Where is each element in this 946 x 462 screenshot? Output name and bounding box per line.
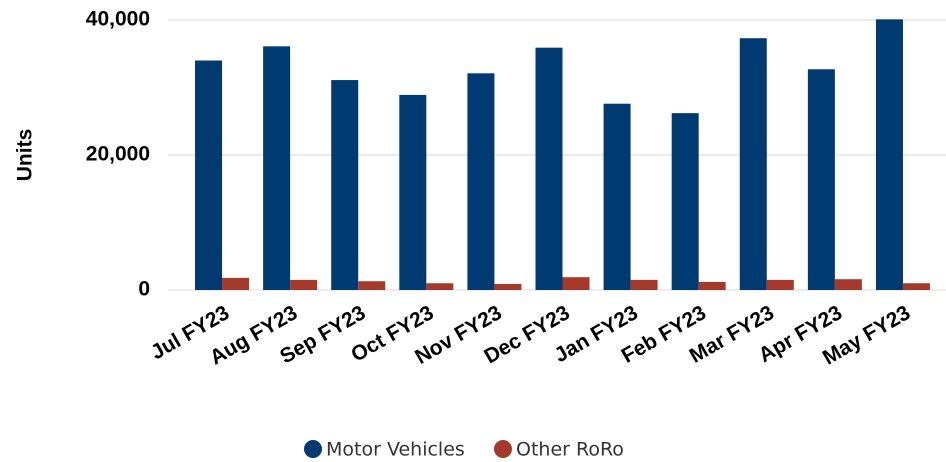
bar [467,73,495,290]
bar [535,47,563,290]
bar [358,281,386,290]
bar [494,283,522,290]
bar [766,279,794,290]
bar [399,94,427,290]
bar [603,103,631,290]
bar [698,281,726,290]
bar [671,113,699,291]
y-tick-label: 40,000 [86,8,150,31]
bar [263,46,291,291]
bar [222,277,250,290]
bar [195,60,223,290]
y-axis-label: Units [14,129,37,182]
bar [902,283,930,290]
bar [331,80,359,290]
bar [739,38,767,290]
bar [630,279,658,290]
bar [290,279,318,290]
bar [562,277,590,290]
legend-label: Motor Vehicles [326,439,465,461]
bar [426,283,454,290]
bar [875,19,903,290]
y-tick-label: 0 [138,278,150,301]
legend-swatch [304,440,322,458]
legend-swatch [494,440,512,458]
legend-label: Other RoRo [516,439,624,461]
bar [834,279,862,290]
bar [807,69,835,291]
y-tick-label: 20,000 [86,143,150,166]
